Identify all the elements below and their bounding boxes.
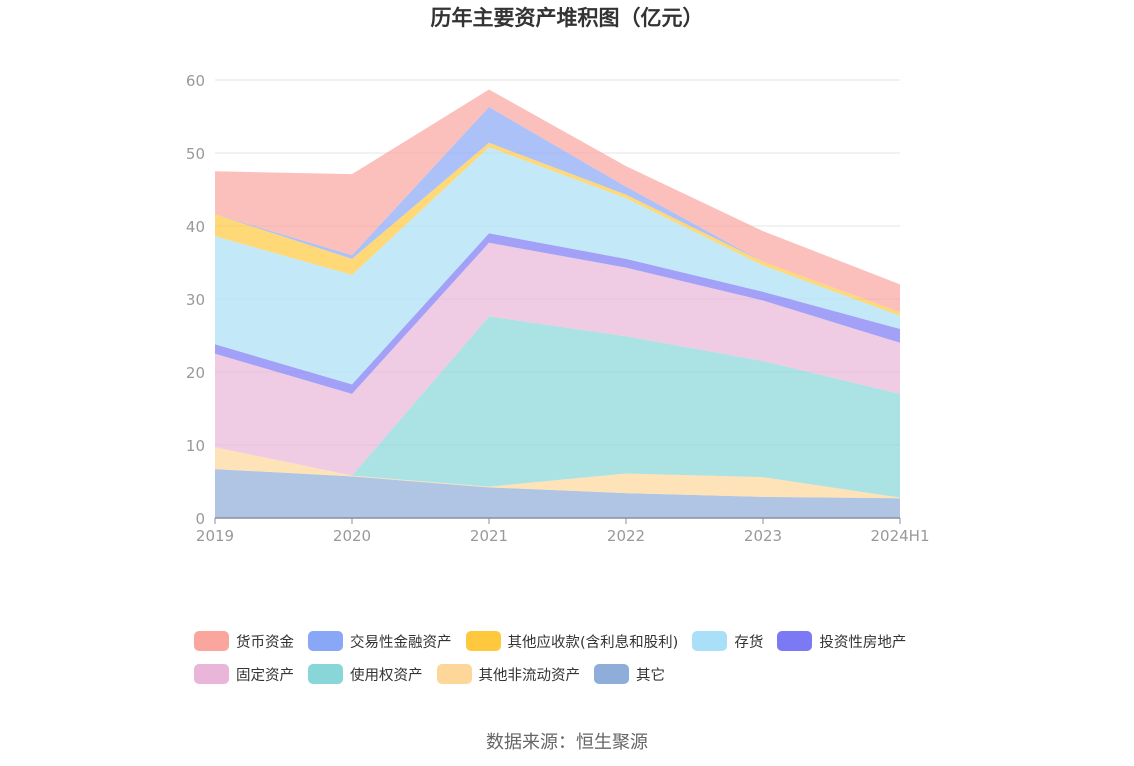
y-tick-label: 50 bbox=[186, 145, 205, 163]
area-投资性房地产 bbox=[215, 233, 900, 394]
legend-swatch bbox=[436, 664, 472, 684]
legend-swatch bbox=[194, 664, 229, 684]
area-存货 bbox=[215, 147, 900, 385]
legend-swatch bbox=[308, 664, 343, 684]
legend-label: 其它 bbox=[636, 667, 665, 684]
stacked-area-chart: 0 10 20 30 40 50 60 2019 2020 2021 2022 2023 2024H1 bbox=[186, 72, 930, 545]
legend-item[interactable]: 存货 bbox=[692, 631, 763, 652]
legend-label: 货币资金 bbox=[236, 634, 294, 651]
x-tick-label: 2019 bbox=[196, 527, 234, 545]
x-tick-label: 2022 bbox=[607, 527, 645, 545]
y-tick-label: 40 bbox=[186, 218, 205, 236]
data-source-note: 数据来源：恒生聚源 bbox=[486, 732, 648, 753]
x-tick-label: 2024H1 bbox=[871, 527, 930, 545]
area-其他非流动资产 bbox=[215, 447, 900, 499]
y-tick-label: 60 bbox=[186, 72, 205, 90]
x-tick-label: 2020 bbox=[333, 527, 371, 545]
legend-item[interactable]: 货币资金 bbox=[194, 631, 294, 652]
legend-row: 固定资产 使用权资产 其他非流动资产 其它 bbox=[194, 663, 974, 685]
legend-item[interactable]: 其它 bbox=[594, 664, 665, 685]
area-货币资金 bbox=[215, 89, 900, 313]
area-其它 bbox=[215, 469, 900, 518]
legend-swatch bbox=[465, 631, 501, 651]
legend-row: 货币资金 交易性金融资产 其他应收款(含利息和股利) 存货 投资性房地产 bbox=[194, 630, 974, 652]
y-tick-label: 0 bbox=[195, 510, 205, 528]
area-交易性金融资产 bbox=[215, 107, 900, 313]
x-tick-label: 2023 bbox=[744, 527, 782, 545]
legend-label: 其他应收款(含利息和股利) bbox=[507, 634, 679, 651]
legend-item[interactable]: 其他非流动资产 bbox=[436, 664, 581, 685]
x-tick-label: 2021 bbox=[470, 527, 508, 545]
legend-item[interactable]: 固定资产 bbox=[194, 664, 294, 685]
legend-label: 固定资产 bbox=[236, 667, 294, 684]
legend-swatch bbox=[194, 631, 229, 651]
legend-label: 交易性金融资产 bbox=[350, 634, 452, 651]
legend-swatch bbox=[594, 664, 629, 684]
area-固定资产 bbox=[215, 242, 900, 476]
y-tick-label: 10 bbox=[186, 437, 205, 455]
chart-legend: 货币资金 交易性金融资产 其他应收款(含利息和股利) 存货 投资性房地产 固定资产 使用权… bbox=[194, 630, 974, 696]
legend-swatch bbox=[308, 631, 343, 651]
legend-swatch bbox=[777, 631, 813, 651]
area-使用权资产 bbox=[215, 316, 900, 498]
legend-label: 存货 bbox=[734, 634, 764, 651]
legend-label: 其他非流动资产 bbox=[478, 667, 581, 684]
legend-swatch bbox=[692, 631, 728, 651]
legend-item[interactable]: 其他应收款(含利息和股利) bbox=[465, 631, 679, 652]
legend-label: 投资性房地产 bbox=[819, 634, 907, 651]
chart-title: 历年主要资产堆积图（亿元） bbox=[430, 6, 704, 30]
legend-item[interactable]: 使用权资产 bbox=[308, 664, 423, 685]
legend-label: 使用权资产 bbox=[350, 667, 423, 684]
legend-item[interactable]: 投资性房地产 bbox=[777, 631, 906, 652]
y-tick-label: 30 bbox=[186, 291, 205, 309]
y-tick-label: 20 bbox=[186, 364, 205, 382]
legend-item[interactable]: 交易性金融资产 bbox=[308, 631, 452, 652]
